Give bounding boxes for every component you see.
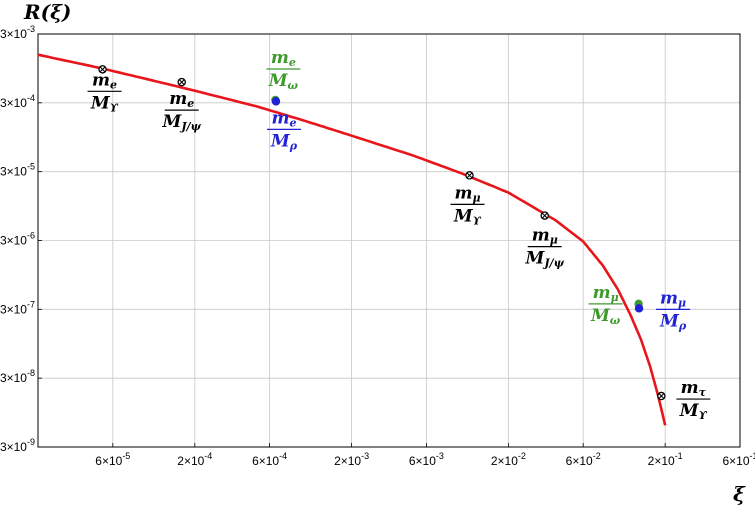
y-tick-label: 3×10-7 <box>0 299 35 316</box>
y-tick-label: 3×10-6 <box>0 231 35 248</box>
label-numerator: mμ <box>532 226 558 247</box>
label-denominator: Mω <box>268 71 299 92</box>
label-denominator: Mρ <box>270 131 298 152</box>
data-point-me-mupsilon <box>98 65 107 74</box>
label-numerator: me <box>169 89 194 110</box>
y-tick-label: 3×10-5 <box>0 162 35 179</box>
y-axis-title: R(ξ) <box>23 0 71 24</box>
label-denominator: Mϒ <box>90 93 119 114</box>
y-tick-label: 3×10-9 <box>0 437 35 454</box>
y-tick-label: 3×10-3 <box>0 24 35 41</box>
x-tick-label: 6×10-4 <box>252 451 287 468</box>
x-tick-label: 6×10-1 <box>722 451 755 468</box>
data-points <box>98 65 666 401</box>
x-tick-label: 2×10-2 <box>491 451 526 468</box>
x-tick-label: 6×10-3 <box>409 451 444 468</box>
grid-lines <box>38 33 741 448</box>
label-denominator: Mϒ <box>679 401 708 422</box>
label-denominator: MJ/ψ <box>161 112 201 133</box>
label-numerator: mτ <box>681 378 707 399</box>
x-tick-label: 2×10-4 <box>177 451 212 468</box>
label-numerator: mμ <box>454 183 480 204</box>
data-point-mmu-mupsilon <box>465 171 474 180</box>
label-numerator: mμ <box>593 283 619 304</box>
data-point-mmu-mrho <box>634 304 644 313</box>
data-point-mtau-mupsilon <box>657 391 666 401</box>
x-axis-title: ξ <box>733 482 746 506</box>
label-denominator: Mω <box>590 306 621 327</box>
x-tick-label: 2×10-3 <box>334 451 369 468</box>
x-tick-label: 6×10-2 <box>566 451 601 468</box>
label-numerator: mμ <box>660 288 686 309</box>
label-denominator: Mρ <box>659 311 687 332</box>
label-numerator: me <box>271 48 296 69</box>
x-tick-label: 2×10-1 <box>648 451 683 468</box>
data-point-me-mrho <box>271 97 281 106</box>
data-point-me-mjpsi <box>177 77 186 87</box>
y-tick-label: 3×10-8 <box>0 368 35 385</box>
y-tick-label: 3×10-4 <box>0 93 35 110</box>
series-line <box>37 53 667 426</box>
tick-labels: 6×10-5 2×10-4 6×10-4 2×10-3 6×10-3 2×10-2 6×10… <box>0 24 755 468</box>
label-denominator: Mϒ <box>453 206 482 227</box>
label-denominator: MJ/ψ <box>525 249 565 270</box>
label-numerator: me <box>92 70 117 91</box>
data-point-mmu-mjpsi <box>540 211 549 220</box>
label-numerator: me <box>271 108 296 129</box>
x-tick-label: 6×10-5 <box>95 451 130 468</box>
